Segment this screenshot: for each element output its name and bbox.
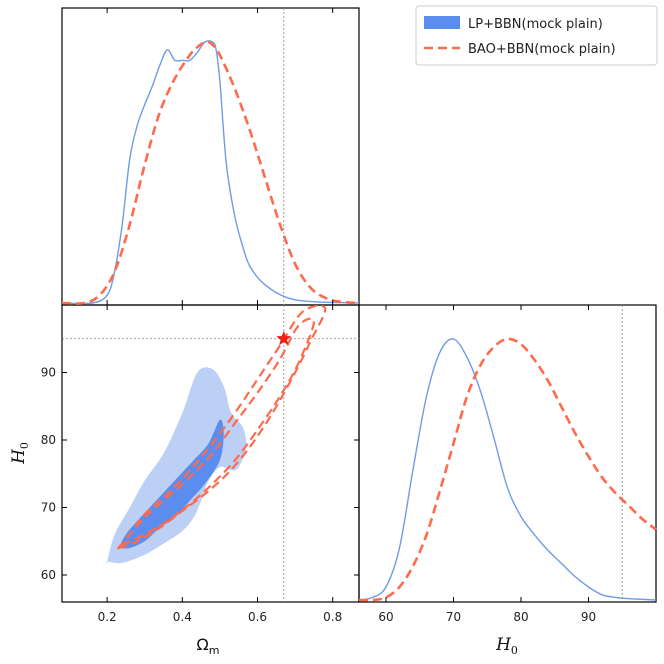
x-tick-label-omega-m: 0.4 [173, 610, 192, 624]
lp-h0-pdf-line [358, 338, 657, 601]
bao-h0-pdf-line [358, 337, 657, 602]
bao-omega-m-pdf-line [61, 40, 360, 305]
panel-omega-m-pdf [61, 7, 360, 306]
h0-pdf-layer [358, 337, 657, 602]
x-axis-title-h0: H0 [495, 635, 518, 657]
legend-label-lp: LP+BBN(mock plain) [468, 17, 603, 32]
h0-x-sub: 0 [511, 644, 518, 657]
y-tick-label-h0: 70 [41, 501, 56, 515]
truth-star-marker [276, 330, 292, 346]
y-tick-label-h0: 90 [41, 366, 56, 380]
lp-contour-95 [105, 367, 247, 564]
x-tick-label-h0: 60 [378, 610, 393, 624]
legend-label-bao: BAO+BBN(mock plain) [468, 42, 616, 57]
x-tick-label-h0: 70 [446, 610, 461, 624]
bao-contour-68 [119, 317, 316, 547]
h0-x-main: H [495, 635, 512, 655]
y-tick-label-h0: 80 [41, 433, 56, 447]
legend-swatch-lp [424, 16, 460, 29]
h0-y-main: H [9, 448, 29, 465]
panel-h0-pdf [358, 304, 657, 603]
ticks-layer: 0.2 0.4 0.6 0.8 60 60 70 70 80 80 90 90 [41, 8, 596, 624]
y-tick-label-h0: 60 [41, 568, 56, 582]
legend: LP+BBN(mock plain) BAO+BBN(mock plain) [415, 5, 658, 66]
x-tick-label-omega-m: 0.8 [323, 610, 342, 624]
x-tick-label-omega-m: 0.2 [98, 610, 117, 624]
omega-m-main: Ω [197, 635, 209, 654]
joint-contours-layer [105, 304, 327, 564]
x-tick-label-h0: 90 [581, 610, 596, 624]
h0-y-sub: 0 [18, 442, 31, 449]
legend-box [415, 5, 658, 66]
y-axis-title-h0: H0 [9, 442, 31, 465]
x-axis-title-omega-m: Ωm [197, 635, 220, 657]
omega-m-pdf-layer [61, 40, 360, 305]
lp-omega-m-pdf-line [61, 40, 360, 305]
bao-contour-95 [115, 304, 327, 551]
omega-m-sub: m [209, 644, 220, 657]
lp-contour-68 [117, 419, 224, 550]
x-tick-label-omega-m: 0.6 [248, 610, 267, 624]
x-tick-label-h0: 80 [513, 610, 528, 624]
